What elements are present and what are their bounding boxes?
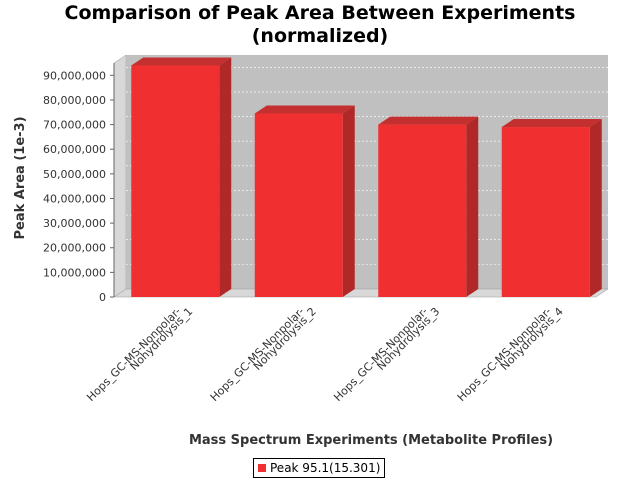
- y-tick-label: 40,000,000: [43, 192, 106, 205]
- y-tick-label: 0: [99, 291, 106, 304]
- y-tick-label: 60,000,000: [43, 143, 106, 156]
- x-tick-label: Hops_GC-MS-Nonpolar-: [208, 305, 307, 404]
- chart-title-line2: (normalized): [251, 25, 389, 47]
- x-tick-label: Hops_GC-MS-Nonpolar-: [455, 305, 554, 404]
- bar: [254, 105, 355, 297]
- x-tick-label: Nohydrolysis_4: [498, 305, 566, 373]
- chart-title: Comparison of Peak Area Between Experime…: [0, 2, 640, 48]
- y-tick-label: 10,000,000: [43, 266, 106, 279]
- bar-side: [589, 119, 602, 297]
- x-tick-label: Hops_GC-MS-Nonpolar-: [331, 305, 430, 404]
- y-tick-label: 70,000,000: [43, 119, 106, 132]
- x-axis-label: Mass Spectrum Experiments (Metabolite Pr…: [189, 433, 553, 448]
- bar-top: [501, 119, 602, 128]
- legend: Peak 95.1(15.301): [253, 458, 386, 478]
- bar: [378, 116, 479, 297]
- legend-swatch: [258, 464, 266, 472]
- bar-front: [254, 113, 343, 297]
- legend-label: Peak 95.1(15.301): [270, 461, 381, 475]
- bar-side: [342, 105, 355, 297]
- bar-top: [378, 116, 479, 125]
- x-tick-label: Nohydrolysis_2: [251, 305, 319, 373]
- bars: [131, 57, 602, 297]
- x-axis: Hops_GC-MS-Nonpolar-Nohydrolysis_1 Hops_G…: [84, 305, 566, 404]
- bar: [501, 119, 602, 297]
- y-tick-label: 80,000,000: [43, 94, 106, 107]
- plot-side-wall: [113, 54, 127, 298]
- y-axis: 0 10,000,000 20,000,000 30,000,000 40,000,00…: [43, 63, 115, 304]
- y-tick-label: 20,000,000: [43, 242, 106, 255]
- bar-front: [131, 65, 220, 297]
- chart-title-line1: Comparison of Peak Area Between Experime…: [64, 2, 576, 24]
- bar: [131, 57, 232, 297]
- y-tick-label: 90,000,000: [43, 69, 106, 82]
- x-tick-label: Nohydrolysis_1: [127, 305, 195, 373]
- x-tick-label: Nohydrolysis_3: [374, 305, 442, 373]
- bar-top: [254, 105, 355, 114]
- bar-front: [378, 124, 467, 297]
- y-tick-label: 30,000,000: [43, 217, 106, 230]
- y-tick-label: 50,000,000: [43, 168, 106, 181]
- bar-side: [219, 57, 232, 297]
- bar-side: [466, 116, 479, 297]
- x-tick-label: Hops_GC-MS-Nonpolar-: [84, 305, 183, 404]
- bar-front: [501, 127, 590, 297]
- bar-top: [131, 57, 232, 66]
- y-axis-label: Peak Area (1e-3): [13, 116, 28, 239]
